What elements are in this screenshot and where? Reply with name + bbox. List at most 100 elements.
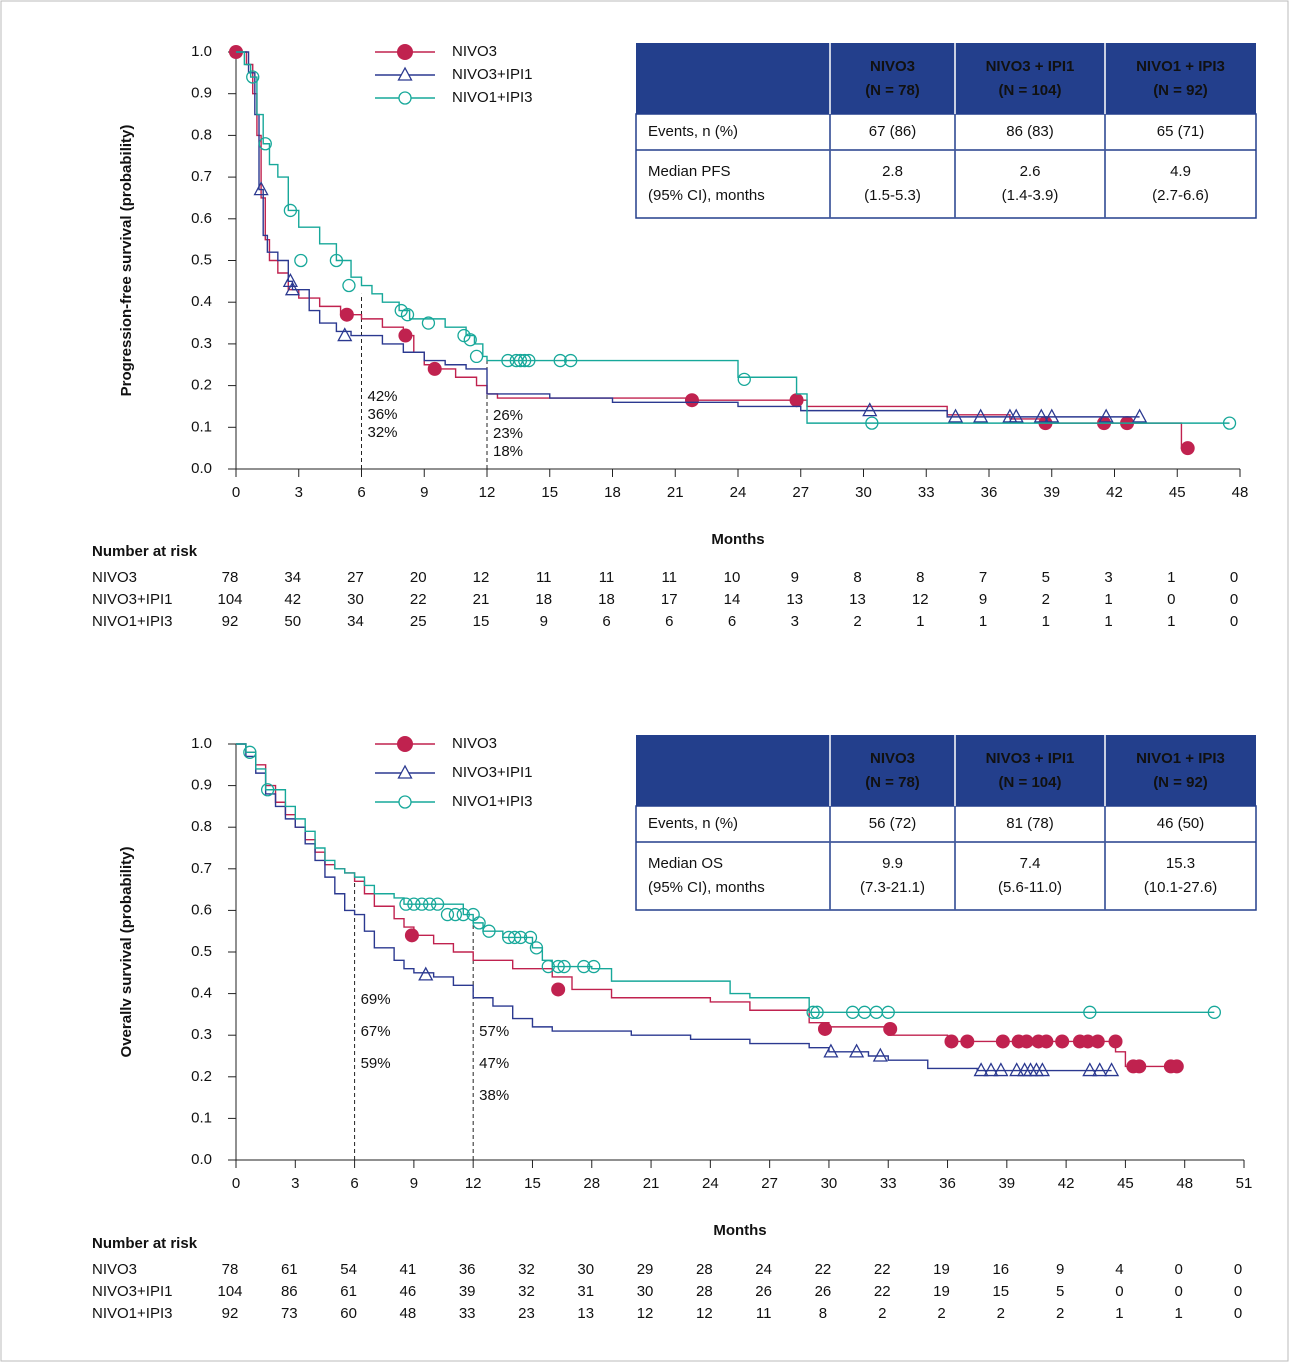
- censor-marker: [1019, 1034, 1034, 1049]
- risk-value: 36: [459, 1261, 476, 1278]
- x-tick-label: 27: [761, 1175, 778, 1192]
- x-tick-label: 28: [583, 1175, 600, 1192]
- table-cell: 4.9: [1170, 163, 1191, 180]
- censor-marker: [1222, 416, 1237, 430]
- risk-value: 22: [815, 1261, 832, 1278]
- censor-marker: [973, 1062, 989, 1077]
- risk-value: 2: [937, 1305, 945, 1322]
- censor-marker: [862, 402, 878, 417]
- table-header: (N = 78): [865, 774, 920, 791]
- censor-marker: [329, 253, 344, 268]
- censor-marker: [881, 1005, 895, 1019]
- risk-value: 28: [696, 1283, 713, 1300]
- x-tick-label: 3: [291, 1175, 299, 1192]
- legend-label: NIVO3: [452, 735, 497, 752]
- censor-marker: [983, 1062, 999, 1077]
- landmark-label: 26%: [493, 407, 523, 424]
- y-tick-label: 0.4: [191, 293, 212, 310]
- risk-value: 26: [815, 1283, 832, 1300]
- table-header: NIVO3: [870, 58, 915, 75]
- x-tick-label: 3: [295, 484, 303, 501]
- x-tick-label: 45: [1117, 1175, 1134, 1192]
- censor-marker: [1092, 1062, 1108, 1077]
- risk-value: 8: [819, 1305, 827, 1322]
- risk-value: 92: [222, 613, 239, 630]
- x-tick-label: 18: [604, 484, 621, 501]
- table-row-label: (95% CI), months: [648, 879, 765, 896]
- censor-marker: [260, 783, 275, 797]
- table-header: NIVO3: [870, 750, 915, 767]
- risk-value: 9: [791, 569, 799, 586]
- risk-value: 11: [599, 569, 615, 586]
- censor-marker: [973, 408, 989, 423]
- y-tick-label: 0.0: [191, 1151, 212, 1168]
- x-tick-label: 33: [918, 484, 935, 501]
- risk-value: 19: [933, 1283, 950, 1300]
- censor-marker: [993, 1062, 1009, 1077]
- censor-marker: [551, 959, 565, 974]
- censor-marker: [258, 137, 272, 151]
- risk-value: 2: [853, 613, 861, 630]
- risk-value: 0: [1230, 591, 1238, 608]
- legend-label: NIVO1+IPI3: [452, 793, 532, 810]
- risk-value: 1: [1175, 1305, 1183, 1322]
- table-cell: (5.6-11.0): [998, 879, 1062, 896]
- censor-marker: [1132, 408, 1148, 423]
- risk-value: 0: [1234, 1283, 1242, 1300]
- table-header: (N = 92): [1153, 82, 1208, 99]
- table-header: (N = 78): [865, 82, 920, 99]
- x-tick-label: 12: [465, 1175, 482, 1192]
- y-tick-label: 0.8: [191, 818, 212, 835]
- censor-marker: [883, 1021, 898, 1036]
- risk-value: 31: [577, 1283, 594, 1300]
- table-cell: 15.3: [1166, 855, 1195, 872]
- table-header-bg: [636, 735, 1256, 806]
- table-cell: 81 (78): [1006, 815, 1054, 832]
- legend-marker: [398, 795, 412, 809]
- risk-value: 22: [874, 1261, 891, 1278]
- y-tick-label: 0.9: [191, 777, 212, 794]
- x-tick-label: 24: [702, 1175, 719, 1192]
- risk-value: 23: [518, 1305, 535, 1322]
- legend-label: NIVO3: [452, 43, 497, 60]
- x-axis-label: Months: [711, 531, 764, 548]
- risk-value: 27: [347, 569, 364, 586]
- risk-value: 12: [696, 1305, 713, 1322]
- table-cell: (2.7-6.6): [1152, 187, 1209, 204]
- risk-value: 54: [340, 1261, 357, 1278]
- risk-value: 32: [518, 1283, 535, 1300]
- risk-value: 17: [661, 591, 678, 608]
- y-tick-label: 0.2: [191, 377, 212, 394]
- table-row-label: Median PFS: [648, 163, 731, 180]
- risk-value: 11: [536, 569, 552, 586]
- risk-value: 4: [1115, 1261, 1123, 1278]
- risk-value: 1: [916, 613, 924, 630]
- risk-value: 39: [459, 1283, 476, 1300]
- risk-value: 22: [874, 1283, 891, 1300]
- y-tick-label: 0.0: [191, 460, 212, 477]
- table-header: NIVO3 + IPI1: [986, 58, 1075, 75]
- risk-row-label: NIVO3: [92, 1261, 137, 1278]
- risk-value: 0: [1234, 1261, 1242, 1278]
- x-tick-label: 45: [1169, 484, 1186, 501]
- table-row-label: Events, n (%): [648, 815, 738, 832]
- risk-value: 29: [637, 1261, 654, 1278]
- censor-marker: [423, 897, 437, 911]
- risk-row-label: NIVO3: [92, 569, 137, 586]
- risk-value: 0: [1175, 1283, 1183, 1300]
- censor-marker: [944, 1034, 959, 1049]
- censor-marker: [337, 327, 353, 342]
- censor-marker: [407, 897, 421, 911]
- risk-value: 41: [400, 1261, 417, 1278]
- table-cell: 2.6: [1020, 163, 1041, 180]
- risk-value: 0: [1175, 1261, 1183, 1278]
- censor-marker: [684, 393, 699, 408]
- censor-marker: [339, 307, 354, 322]
- risk-value: 1: [1104, 613, 1112, 630]
- x-tick-label: 42: [1058, 1175, 1075, 1192]
- risk-value: 48: [400, 1305, 417, 1322]
- risk-value: 13: [849, 591, 866, 608]
- censor-marker: [577, 959, 591, 974]
- censor-marker: [513, 353, 528, 368]
- censor-marker: [541, 959, 555, 974]
